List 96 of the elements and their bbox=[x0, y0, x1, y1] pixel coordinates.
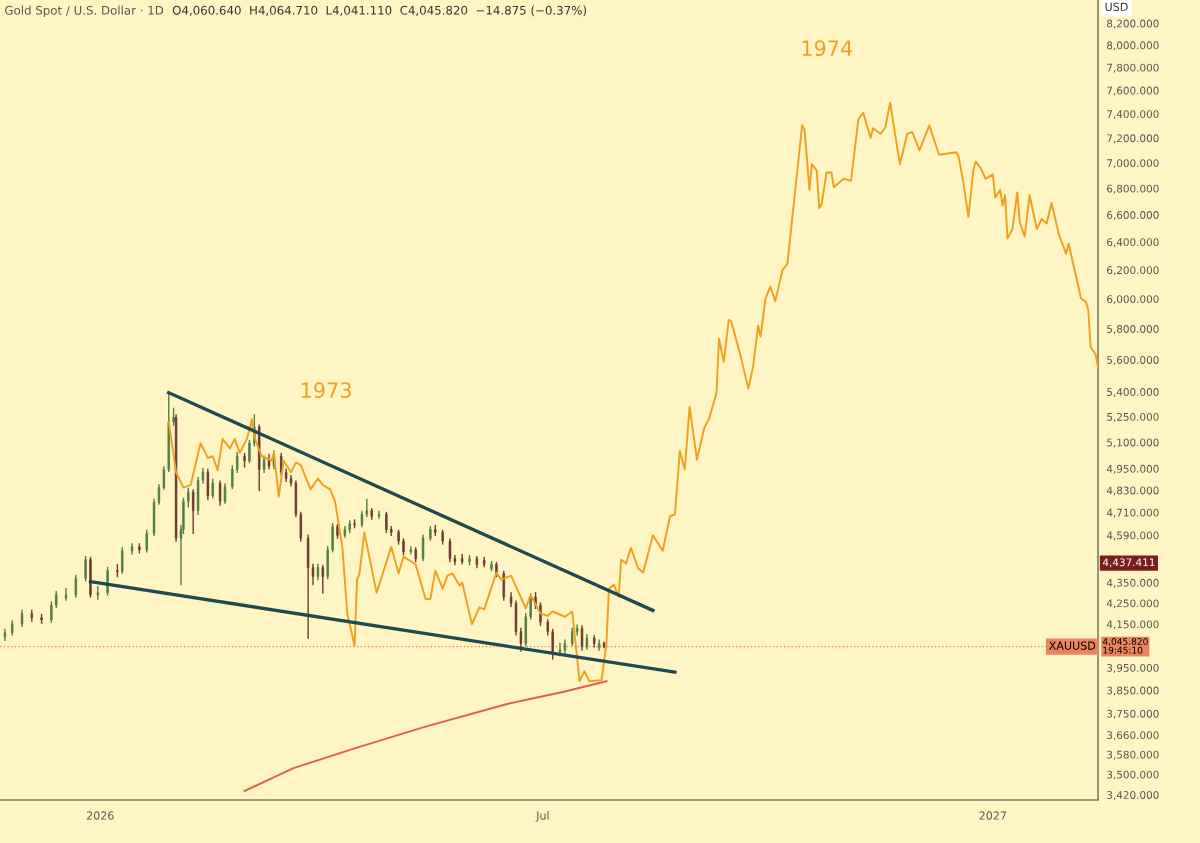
candlestick bbox=[519, 627, 523, 652]
candlestick bbox=[575, 624, 579, 636]
candlestick bbox=[145, 529, 148, 553]
y-tick-label: 4,250.000 bbox=[1106, 599, 1159, 609]
candlestick bbox=[402, 538, 405, 556]
candlestick bbox=[336, 524, 339, 539]
ref-line-label: XAUUSD bbox=[1049, 641, 1096, 650]
y-tick-label: 4,950.000 bbox=[1106, 464, 1159, 474]
candlestick bbox=[89, 556, 92, 598]
candlestick bbox=[539, 602, 542, 626]
x-tick-label: 2026 bbox=[86, 811, 114, 820]
candlestick bbox=[441, 529, 444, 545]
candlestick bbox=[40, 613, 43, 624]
candlestick bbox=[421, 534, 425, 562]
y-tick-label: 3,750.000 bbox=[1107, 709, 1159, 719]
candlestick bbox=[353, 519, 356, 529]
candlestick bbox=[495, 561, 498, 578]
y-tick-label: 4,830.000 bbox=[1106, 486, 1159, 496]
candlestick bbox=[529, 593, 532, 620]
candlestick bbox=[397, 529, 400, 545]
chart-subtitle: O4,060.640 H4,064.710 L4,041.110 C4,045.820 −14.875 (−0.37%) bbox=[172, 5, 587, 17]
candlestick bbox=[460, 553, 464, 565]
y-tick-label: 5,600.000 bbox=[1107, 356, 1159, 365]
candlestick bbox=[429, 525, 432, 541]
y-tick-label: 4,710.000 bbox=[1106, 508, 1159, 518]
candlestick bbox=[551, 628, 554, 660]
y-tick-label: 4,590.000 bbox=[1106, 531, 1159, 541]
y-tick-label: 3,850.000 bbox=[1107, 686, 1159, 696]
y-tick-label: 3,580.000 bbox=[1107, 750, 1159, 760]
candlestick bbox=[106, 566, 109, 596]
y-tick-label: 4,150.000 bbox=[1106, 620, 1159, 630]
candlestick bbox=[236, 452, 239, 473]
candlestick bbox=[311, 563, 315, 586]
candlestick bbox=[365, 498, 369, 517]
y-tick-label: 7,800.000 bbox=[1107, 63, 1159, 73]
candlestick bbox=[248, 439, 251, 464]
x-tick-label: 2027 bbox=[979, 811, 1007, 820]
chart-title: Gold Spot / U.S. Dollar · 1D bbox=[5, 5, 164, 18]
y-tick-label: 6,600.000 bbox=[1107, 211, 1159, 221]
y-tick-label: 3,950.000 bbox=[1107, 663, 1159, 673]
candlestick bbox=[211, 478, 214, 499]
candlestick bbox=[385, 511, 388, 534]
candlestick bbox=[468, 554, 471, 566]
y-tick-label: 7,600.000 bbox=[1107, 86, 1159, 96]
y-tick-label: 6,400.000 bbox=[1107, 238, 1159, 248]
candlestick bbox=[162, 466, 166, 491]
x-tick-label: Jul bbox=[535, 811, 549, 822]
y-tick-label: 6,000.000 bbox=[1107, 295, 1159, 305]
candlestick bbox=[490, 560, 493, 572]
text: 4,437.411 bbox=[1102, 558, 1155, 568]
candlestick bbox=[172, 407, 175, 426]
candlestick bbox=[206, 468, 210, 501]
annotation: 1974 bbox=[802, 40, 853, 57]
y-tick-label: 5,400.000 bbox=[1107, 388, 1159, 398]
text: 4,045.820 19:45:10 bbox=[1102, 638, 1148, 654]
candlestick bbox=[116, 563, 119, 578]
y-tick-label: 3,420.000 bbox=[1107, 791, 1159, 800]
candlestick bbox=[453, 554, 457, 566]
y-tick-label: 5,100.000 bbox=[1107, 438, 1159, 448]
line-series bbox=[243, 680, 608, 792]
candlestick bbox=[448, 538, 452, 563]
y-tick-label: 6,200.000 bbox=[1107, 266, 1159, 276]
candlestick bbox=[84, 555, 87, 582]
candlestick bbox=[231, 465, 234, 490]
y-tick-label: 8,000.000 bbox=[1107, 41, 1159, 51]
candlestick bbox=[218, 480, 222, 506]
candlestick bbox=[223, 483, 227, 504]
candlestick bbox=[377, 510, 381, 519]
candlestick bbox=[96, 586, 100, 600]
candlestick bbox=[74, 574, 78, 598]
candlestick bbox=[409, 546, 413, 555]
y-tick-label: 4,350.000 bbox=[1106, 578, 1159, 588]
candlestick bbox=[243, 452, 246, 468]
y-tick-label: 7,400.000 bbox=[1107, 110, 1159, 120]
candlestick bbox=[502, 570, 505, 601]
candlestick bbox=[299, 511, 302, 542]
y-tick-label: 8,200.000 bbox=[1107, 19, 1159, 29]
annotation: 1973 bbox=[301, 382, 351, 399]
candlestick bbox=[187, 487, 190, 508]
line-series bbox=[167, 101, 1098, 683]
candlestick bbox=[121, 547, 124, 575]
candlestick bbox=[331, 523, 334, 553]
y-tick-label: 7,000.000 bbox=[1107, 159, 1159, 169]
y-axis-title: USD bbox=[1105, 2, 1128, 11]
candlestick bbox=[321, 564, 324, 594]
candlestick bbox=[64, 588, 68, 601]
y-tick-label: 7,200.000 bbox=[1107, 134, 1159, 144]
candlestick bbox=[138, 543, 141, 554]
y-tick-label: 6,800.000 bbox=[1107, 184, 1159, 194]
y-tick-label: 3,500.000 bbox=[1107, 770, 1159, 780]
y-tick-label: 3,660.000 bbox=[1107, 731, 1159, 741]
candlestick bbox=[580, 625, 584, 651]
candlestick bbox=[191, 489, 195, 535]
candlestick bbox=[50, 601, 53, 623]
y-tick-label: 5,800.000 bbox=[1107, 325, 1159, 335]
y-tick-label: 5,250.000 bbox=[1107, 412, 1159, 422]
